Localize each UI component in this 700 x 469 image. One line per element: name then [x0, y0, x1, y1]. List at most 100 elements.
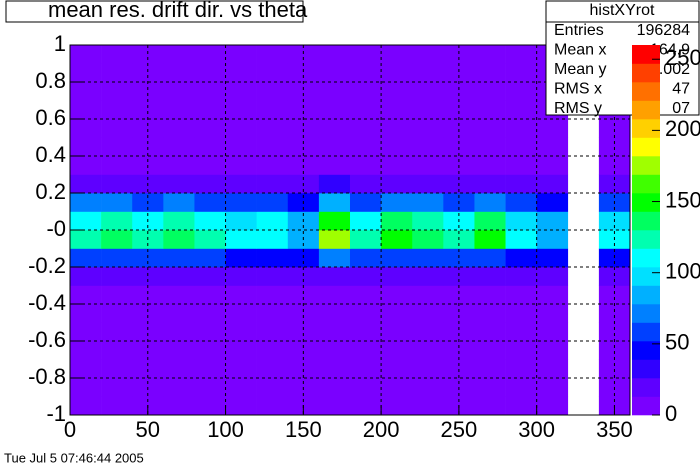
color-band [632, 285, 660, 305]
z-tick-label: 50 [665, 330, 689, 355]
cell [381, 174, 413, 194]
cell [474, 285, 506, 305]
cell [381, 156, 413, 175]
cell [194, 267, 226, 286]
cell [412, 304, 444, 323]
cell [194, 211, 226, 231]
cell [536, 230, 569, 249]
stats-value: 196284 [637, 22, 690, 39]
cell [318, 267, 351, 286]
cell [101, 156, 133, 175]
cell [101, 82, 133, 101]
cell [412, 285, 444, 305]
cell [412, 267, 444, 286]
color-band [632, 230, 660, 249]
cell [287, 322, 320, 342]
cell [318, 100, 351, 120]
cell [194, 359, 226, 379]
cell [381, 359, 413, 379]
color-band [632, 100, 660, 120]
cell [256, 211, 289, 231]
cell [287, 100, 320, 120]
cell [536, 378, 569, 397]
z-tick-label: 250 [665, 45, 700, 70]
cell [412, 378, 444, 397]
cell [474, 211, 506, 231]
cell [256, 137, 289, 157]
cell [101, 248, 133, 268]
cell [132, 322, 164, 342]
cell [412, 100, 444, 120]
footer: Tue Jul 5 07:46:44 2005 [4, 450, 144, 465]
cell [101, 137, 133, 157]
cell [163, 304, 195, 323]
cell [287, 304, 320, 323]
cell [101, 285, 133, 305]
cell [598, 359, 631, 379]
cell [194, 396, 226, 416]
cell [194, 304, 226, 323]
cell [132, 359, 164, 379]
cell [225, 211, 257, 231]
cell [505, 45, 537, 64]
cell [318, 248, 351, 268]
cell [381, 267, 413, 286]
cell [256, 322, 289, 342]
cell [256, 156, 289, 175]
cell [70, 378, 102, 397]
color-band [632, 82, 660, 101]
cell [474, 359, 506, 379]
cell [536, 304, 569, 323]
cell [194, 174, 226, 194]
y-tick-label: -0.2 [28, 253, 66, 278]
cell [412, 211, 444, 231]
cell [70, 82, 102, 101]
cell [194, 63, 226, 83]
cell [412, 156, 444, 175]
cell [598, 267, 631, 286]
cell [101, 304, 133, 323]
cell [194, 100, 226, 120]
cell [536, 359, 569, 379]
cell [101, 174, 133, 194]
x-tick-label: 300 [518, 417, 555, 442]
cell [70, 63, 102, 83]
cell [474, 45, 506, 64]
cell [381, 248, 413, 268]
cell [225, 396, 257, 416]
x-tick-label: 250 [441, 417, 478, 442]
title-box [5, 0, 304, 23]
cell [163, 211, 195, 231]
cell [256, 396, 289, 416]
cell [287, 119, 320, 138]
cell [101, 396, 133, 416]
cell [132, 82, 164, 101]
cell [598, 304, 631, 323]
cell [536, 211, 569, 231]
cell [194, 119, 226, 138]
cell [536, 248, 569, 268]
cell [225, 63, 257, 83]
cell [474, 248, 506, 268]
cell [474, 322, 506, 342]
color-band [632, 63, 660, 83]
cell [536, 119, 569, 138]
stats-label: Mean x [554, 42, 606, 59]
cell [225, 45, 257, 64]
cell [225, 267, 257, 286]
cell [132, 100, 164, 120]
cell [474, 230, 506, 249]
cell [412, 174, 444, 194]
cell [381, 82, 413, 101]
cell [412, 119, 444, 138]
cell [225, 82, 257, 101]
cell [101, 63, 133, 83]
cell [443, 267, 475, 286]
cell [225, 378, 257, 397]
y-tick-label: 0.6 [35, 105, 66, 130]
cell [70, 156, 102, 175]
cell [225, 304, 257, 323]
cell [318, 45, 351, 64]
cell [225, 174, 257, 194]
cell [132, 285, 164, 305]
